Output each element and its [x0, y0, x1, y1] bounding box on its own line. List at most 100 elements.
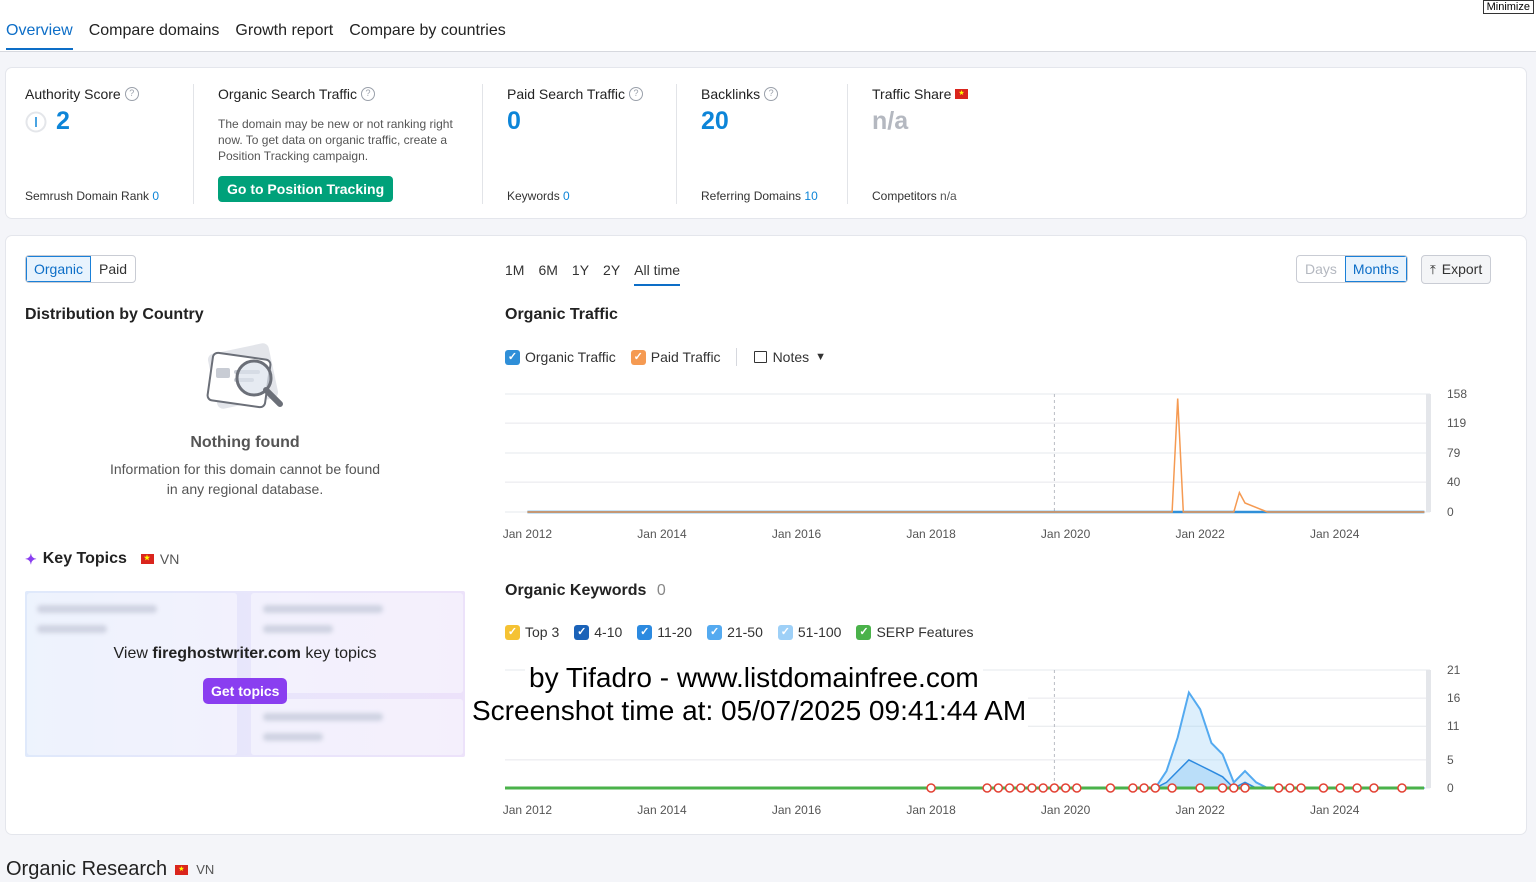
paid-toggle-button[interactable]: Paid: [99, 261, 128, 277]
key-topics-country: VN: [159, 551, 180, 567]
checkbox-icon: ✓: [707, 624, 723, 640]
domain-rank-value[interactable]: 0: [152, 189, 160, 203]
google-update-marker: [1060, 783, 1071, 793]
go-to-position-tracking-button[interactable]: Go to Position Tracking: [218, 176, 394, 202]
blurred-topic-card: [27, 593, 237, 755]
traffic-share-value: n/a: [872, 107, 909, 135]
backlinks-text: Backlinks: [701, 86, 761, 102]
tab-compare-countries[interactable]: Compare by countries: [349, 22, 506, 39]
x-tick-label: Jan 2018: [906, 803, 956, 817]
paid-search-traffic-value[interactable]: 0: [507, 107, 521, 135]
organic-traffic-title: Organic Traffic: [505, 306, 618, 323]
google-update-marker: [1027, 783, 1037, 793]
domain-rank: Semrush Domain Rank 0: [25, 189, 159, 203]
google-update-marker: [1352, 783, 1362, 793]
magnifier-illustration-icon: [206, 343, 283, 409]
vietnam-flag-icon: [175, 864, 189, 875]
tab-compare-domains[interactable]: Compare domains: [88, 22, 220, 39]
y-tick-label: 119: [1447, 416, 1466, 430]
export-icon: ⤒: [1430, 262, 1436, 277]
tab-overview[interactable]: Overview: [6, 22, 73, 50]
days-button[interactable]: Days: [1305, 261, 1337, 277]
notes-dropdown[interactable]: Notes ▼: [753, 349, 827, 365]
legend-paid-label: Paid Traffic: [650, 349, 721, 365]
notes-label: Notes: [772, 349, 810, 365]
backlinks-value[interactable]: 20: [701, 107, 729, 135]
organic-research-country: VN: [196, 862, 215, 877]
legend-paid-traffic[interactable]: ✓ Paid Traffic: [630, 349, 721, 365]
legend-4-10[interactable]: ✓ 4-10: [574, 624, 622, 640]
blurred-line: [37, 605, 157, 613]
x-tick-label: Jan 2016: [772, 803, 822, 817]
legend-organic-traffic[interactable]: ✓ Organic Traffic: [505, 349, 616, 365]
google-update-marker: [1335, 783, 1346, 793]
google-update-marker: [1139, 783, 1149, 793]
y-tick-label: 0: [1447, 505, 1454, 519]
export-button[interactable]: ⤒ Export: [1421, 255, 1492, 284]
get-topics-button[interactable]: Get topics: [203, 678, 288, 704]
blurred-line: [263, 625, 333, 633]
tab-growth-report[interactable]: Growth report: [235, 22, 334, 39]
key-topics-header: ✦ Key Topics VN: [25, 550, 179, 568]
info-icon[interactable]: ?: [629, 87, 644, 101]
range-1m[interactable]: 1M: [505, 262, 525, 278]
minimize-button[interactable]: Minimize: [1482, 0, 1534, 14]
legend-11-20-label: 11-20: [657, 624, 693, 640]
google-update-marker: [1240, 783, 1250, 793]
checkbox-icon: ✓: [630, 349, 646, 365]
google-update-marker: [1195, 783, 1205, 793]
google-update-marker: [982, 783, 992, 793]
legend-top3-label: Top 3: [525, 624, 560, 640]
organic-keywords-title: Organic Keywords: [505, 582, 647, 599]
nothing-found-text: Information for this domain cannot be fo…: [109, 461, 381, 497]
organic-toggle-button[interactable]: Organic: [26, 256, 92, 282]
divider: [847, 84, 848, 204]
legend-4-10-label: 4-10: [594, 624, 623, 640]
legend-divider: [735, 348, 737, 366]
range-all-time[interactable]: All time: [634, 262, 681, 286]
google-update-marker: [1397, 783, 1407, 793]
info-icon[interactable]: ?: [764, 87, 779, 101]
range-1y[interactable]: 1Y: [571, 262, 590, 278]
authority-gauge-icon: [25, 111, 47, 133]
legend-top3[interactable]: ✓ Top 3: [505, 624, 559, 640]
series-area: [527, 759, 1425, 788]
watermark-line-2: Screenshot time at: 05/07/2025 09:41:44 …: [470, 695, 1029, 727]
organic-traffic-legend: ✓ Organic Traffic ✓ Paid Traffic Notes ▼: [505, 348, 841, 366]
legend-organic-label: Organic Traffic: [525, 349, 616, 365]
flag-outline-icon: [753, 351, 767, 363]
referring-domains-value[interactable]: 10: [804, 189, 818, 203]
organic-traffic-note: The domain may be new or not ranking rig…: [218, 117, 453, 163]
organic-keywords-legend: ✓ Top 3 ✓ 4-10 ✓ 11-20 ✓ 21-50 ✓ 51-100 ✓ SERP…: [505, 624, 988, 640]
info-icon[interactable]: ?: [361, 87, 376, 101]
tab-bar: Overview Compare domains Growth report C…: [6, 22, 506, 50]
chevron-down-icon: ▼: [815, 351, 827, 363]
google-update-marker: [1150, 783, 1161, 793]
info-icon[interactable]: ?: [124, 87, 139, 101]
x-tick-label: Jan 2022: [1175, 527, 1225, 541]
google-update-marker: [1049, 783, 1060, 793]
legend-21-50[interactable]: ✓ 21-50: [707, 624, 763, 640]
paid-search-traffic-label: Paid Search Traffic ?: [507, 86, 644, 102]
legend-serp-features[interactable]: ✓ SERP Features: [856, 624, 973, 640]
google-update-marker: [1318, 783, 1329, 793]
topics-domain: fireghostwriter.com: [152, 645, 301, 662]
x-tick-label: Jan 2012: [503, 527, 553, 541]
range-2y[interactable]: 2Y: [603, 262, 621, 278]
view-key-topics-text: View fireghostwriter.com key topics: [25, 645, 465, 663]
organic-research-title: Organic Research: [6, 858, 168, 880]
google-update-marker: [1273, 783, 1284, 793]
y-tick-label: 0: [1447, 781, 1454, 795]
legend-51-100[interactable]: ✓ 51-100: [777, 624, 841, 640]
blurred-line: [37, 625, 107, 633]
legend-serp-label: SERP Features: [876, 624, 974, 640]
organic-paid-toggle: Organic Paid: [25, 255, 137, 283]
blurred-line: [263, 733, 323, 741]
time-range-selector: 1M 6M 1Y 2Y All time: [505, 262, 681, 286]
range-6m[interactable]: 6M: [538, 262, 558, 278]
months-button[interactable]: Months: [1344, 256, 1407, 282]
legend-11-20[interactable]: ✓ 11-20: [637, 624, 692, 640]
paid-keywords-value[interactable]: 0: [563, 189, 570, 203]
referring-domains: Referring Domains 10: [701, 189, 818, 203]
google-update-marker: [1105, 783, 1116, 793]
